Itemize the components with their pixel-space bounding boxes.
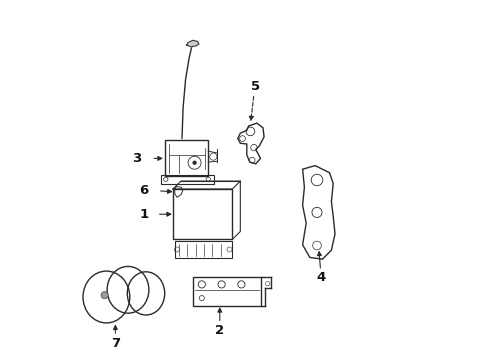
Bar xyxy=(173,189,232,239)
Text: 4: 4 xyxy=(317,271,326,284)
Bar xyxy=(162,175,214,184)
Bar xyxy=(193,277,261,306)
Text: 5: 5 xyxy=(251,80,260,93)
Circle shape xyxy=(193,161,197,165)
Circle shape xyxy=(101,292,108,299)
Text: 2: 2 xyxy=(215,324,224,337)
Polygon shape xyxy=(187,40,199,47)
Text: 3: 3 xyxy=(132,152,142,165)
Text: 1: 1 xyxy=(140,208,149,221)
Bar xyxy=(165,140,208,176)
Bar xyxy=(175,241,232,258)
Text: 6: 6 xyxy=(140,184,149,197)
Text: 7: 7 xyxy=(111,337,120,350)
